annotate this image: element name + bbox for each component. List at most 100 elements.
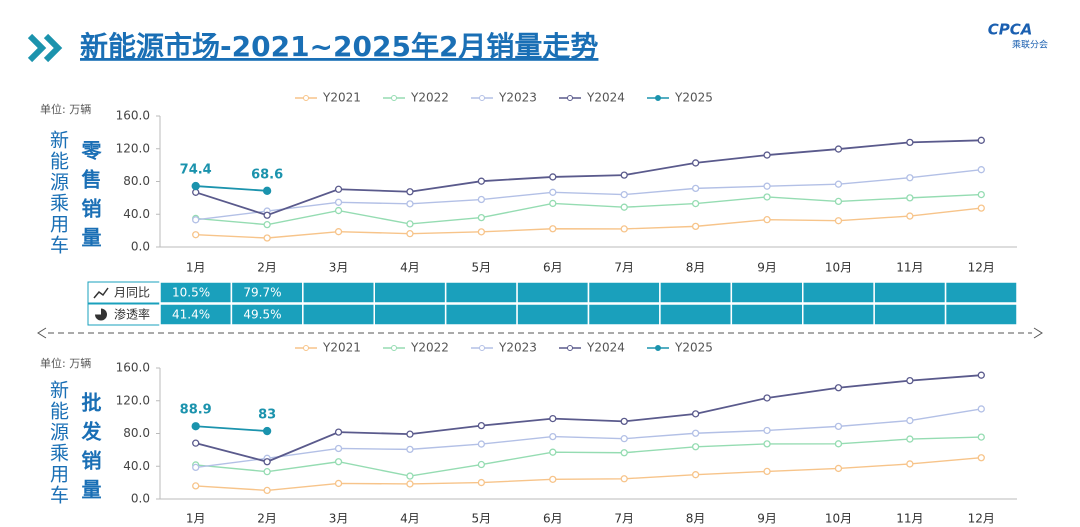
legend-marker (303, 95, 309, 101)
data-point (977, 454, 985, 462)
data-label: 83 (258, 408, 276, 423)
data-point (763, 394, 771, 402)
series-line (195, 408, 982, 469)
data-point (763, 182, 771, 190)
table-row-label: 月同比 (114, 286, 150, 300)
legend-label: Y2024 (586, 91, 625, 105)
data-point (549, 199, 557, 208)
data-point (406, 188, 414, 196)
data-point (977, 433, 985, 441)
table-cell (373, 303, 447, 326)
data-point (477, 228, 486, 236)
data-point (406, 430, 414, 438)
y-tick-label: 40.0 (123, 207, 150, 221)
x-tick-label: 9月 (757, 261, 777, 275)
data-point (834, 422, 843, 431)
data-point (263, 234, 271, 242)
x-tick-label: 6月 (543, 261, 563, 275)
data-point (263, 220, 271, 229)
x-tick-label: 11月 (896, 512, 923, 526)
series-line (195, 193, 982, 226)
data-point (620, 203, 628, 211)
x-tick-label: 1月 (186, 512, 206, 526)
data-point (262, 186, 272, 195)
data-point (906, 416, 914, 425)
legend-label: Y2022 (410, 91, 449, 105)
data-label: 88.9 (180, 403, 212, 418)
data-point (477, 460, 486, 469)
divider-arrow (1033, 327, 1043, 339)
chevron-icon (43, 33, 63, 63)
data-point (620, 449, 628, 457)
table-cell (873, 281, 947, 304)
y-tick-label: 40.0 (123, 459, 150, 473)
data-point (549, 475, 557, 484)
data-point (263, 486, 271, 495)
table-value: 10.5% (172, 286, 210, 300)
data-point (334, 479, 343, 488)
series-line (195, 169, 982, 221)
series-line (195, 425, 268, 432)
x-tick-label: 9月 (757, 512, 777, 526)
data-point (549, 432, 557, 441)
data-point (477, 440, 486, 448)
table-cell (302, 281, 376, 304)
y-axis-title: 新能源乘用车 (47, 380, 69, 506)
data-point (977, 371, 985, 379)
data-point (834, 180, 843, 188)
legend-label: Y2022 (410, 341, 449, 355)
legend-label: Y2021 (322, 91, 361, 105)
chevron-icon (27, 33, 47, 63)
data-point (977, 405, 985, 413)
data-point (834, 145, 843, 153)
data-point (906, 138, 914, 147)
x-tick-label: 3月 (329, 261, 349, 275)
logo: CPCA (988, 21, 1033, 39)
data-point (263, 211, 271, 219)
table-cell (302, 303, 376, 326)
data-point (549, 173, 557, 181)
legend-marker (479, 345, 485, 351)
data-point (977, 190, 985, 199)
table-cell (944, 281, 1018, 304)
data-point (906, 460, 914, 468)
x-tick-label: 8月 (686, 261, 706, 275)
data-point (691, 410, 700, 418)
data-point (834, 197, 843, 206)
table-cell (516, 281, 590, 304)
y-tick-label: 120.0 (116, 141, 150, 155)
data-point (334, 458, 343, 466)
data-point (906, 212, 914, 220)
y-tick-label: 0.0 (131, 492, 150, 506)
data-point (977, 204, 985, 212)
data-point (477, 195, 486, 204)
data-point (477, 213, 486, 222)
data-point (477, 421, 486, 430)
legend-label: Y2025 (674, 341, 713, 355)
data-point (691, 222, 700, 231)
table-cell (373, 281, 447, 304)
legend-marker (303, 345, 309, 351)
x-tick-label: 8月 (686, 512, 706, 526)
x-tick-label: 2月 (257, 261, 277, 275)
data-point (549, 448, 557, 456)
x-tick-label: 12月 (968, 512, 995, 526)
series-line (195, 207, 982, 239)
chart-label: 零售销量 (78, 140, 102, 256)
x-tick-label: 10月 (825, 512, 852, 526)
table-cell (730, 303, 804, 326)
y-tick-label: 0.0 (131, 240, 150, 254)
table-value: 49.5% (243, 308, 281, 322)
data-point (549, 188, 557, 196)
x-tick-label: 7月 (614, 261, 634, 275)
chart-label: 批发销量 (78, 391, 102, 508)
y-tick-label: 80.0 (123, 174, 150, 188)
series-line (195, 374, 982, 463)
table-cell (659, 303, 733, 326)
pie-icon (95, 308, 107, 321)
data-point (334, 228, 343, 236)
data-point (549, 414, 557, 423)
legend-marker (479, 95, 485, 101)
data-point (192, 463, 200, 472)
